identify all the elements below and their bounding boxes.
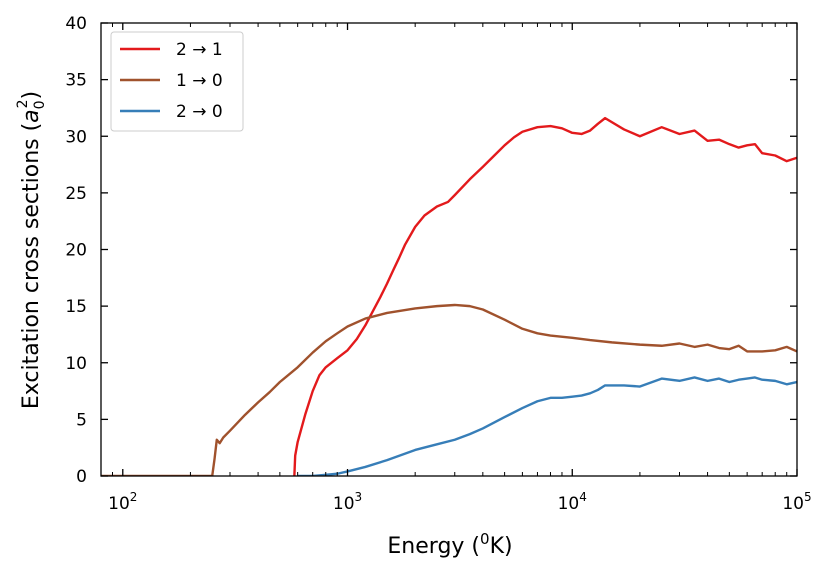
legend-label-1: 2 → 1: [176, 40, 223, 60]
series-layer: [101, 116, 797, 476]
series-line-2: [101, 303, 797, 476]
x-tick-label-1000: 103: [333, 490, 362, 514]
y-tick-label-5: 5: [76, 410, 87, 430]
legend-label-2: 1 → 0: [176, 71, 223, 91]
y-tick-label-30: 30: [65, 127, 87, 147]
x-tick-label-100000: 105: [782, 490, 811, 514]
y-tick-label-0: 0: [76, 467, 87, 487]
series-line-1: [293, 116, 797, 476]
legend: 2 → 1 1 → 0 2 → 0: [110, 31, 244, 132]
x-axis-title: Energy (0K): [387, 530, 512, 559]
legend-box: [110, 31, 244, 132]
series-line-3: [297, 376, 797, 476]
x-tick-label-10000: 104: [558, 490, 587, 514]
axes-layer: 0 5 10 15 20 25 30 35 40 102 103 104 105: [65, 14, 811, 514]
y-tick-label-35: 35: [65, 71, 87, 91]
y-tick-label-40: 40: [65, 14, 87, 34]
y-tick-label-10: 10: [65, 354, 87, 374]
y-tick-label-25: 25: [65, 184, 87, 204]
y-axis-title: Excitation cross sections (a02): [15, 91, 48, 409]
legend-label-3: 2 → 0: [176, 102, 223, 122]
x-tick-label-100: 102: [108, 490, 137, 514]
y-tick-label-15: 15: [65, 297, 87, 317]
y-tick-label-20: 20: [65, 241, 87, 261]
